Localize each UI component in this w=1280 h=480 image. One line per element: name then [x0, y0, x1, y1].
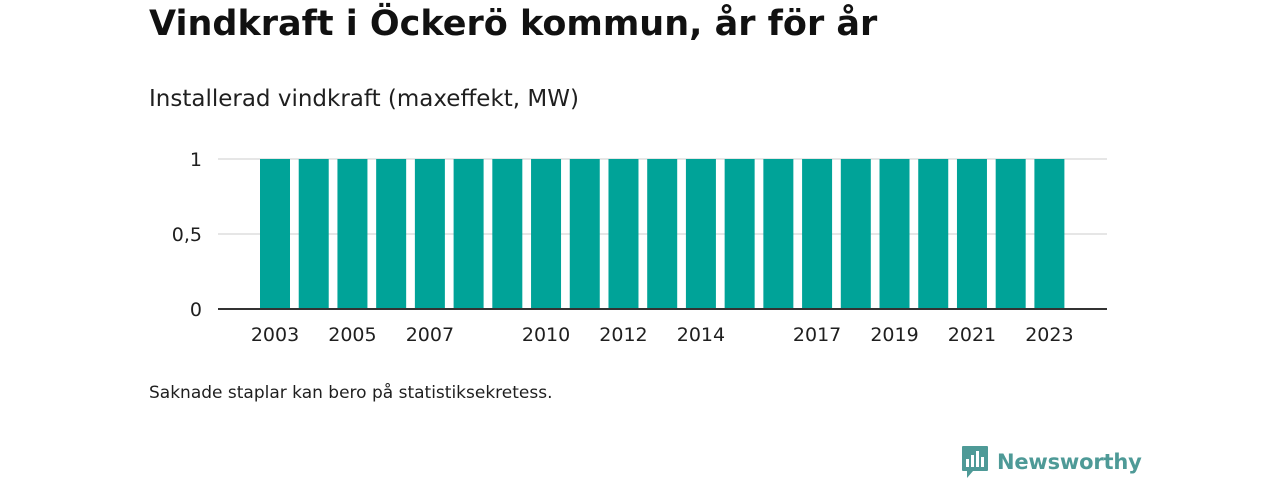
y-tick-label: 0 — [190, 299, 202, 321]
bar-2014 — [685, 159, 716, 309]
bar-2008 — [453, 159, 484, 309]
bar-2007 — [414, 159, 445, 309]
bar-2010 — [531, 159, 562, 309]
x-tick-label: 2019 — [870, 324, 918, 346]
bar-2004 — [298, 159, 329, 309]
x-tick-label: 2005 — [328, 324, 376, 346]
bar-2012 — [608, 159, 639, 309]
bar-2009 — [492, 159, 523, 309]
y-tick-label: 0,5 — [172, 224, 202, 246]
bar-2011 — [569, 159, 600, 309]
footnote: Saknade staplar kan bero på statistiksek… — [149, 383, 553, 403]
bar-2021 — [956, 159, 987, 309]
brand-logo: Newsworthy — [961, 445, 1142, 479]
bar-2013 — [647, 159, 678, 309]
chart-title: Vindkraft i Öckerö kommun, år för år — [149, 4, 878, 44]
x-tick-label: 2012 — [599, 324, 647, 346]
x-tick-label: 2017 — [793, 324, 841, 346]
x-tick-label: 2014 — [677, 324, 725, 346]
x-tick-label: 2023 — [1025, 324, 1073, 346]
bar-2005 — [337, 159, 368, 309]
bar-2006 — [376, 159, 407, 309]
y-tick-label: 1 — [190, 149, 202, 171]
x-axis-tick-labels: 2003 2005 2007 2010 2012 2014 2017 2019 2021 2023 — [251, 324, 1074, 346]
bar-2020 — [918, 159, 949, 309]
bar-2016 — [763, 159, 794, 309]
x-tick-label: 2010 — [522, 324, 570, 346]
chart-subtitle: Installerad vindkraft (maxeffekt, MW) — [149, 86, 579, 112]
bar-2015 — [724, 159, 755, 309]
bar-2023 — [1034, 159, 1065, 309]
bar-2003 — [260, 159, 290, 309]
bars — [260, 159, 1065, 309]
x-tick-label: 2007 — [406, 324, 454, 346]
x-tick-label: 2021 — [948, 324, 996, 346]
brand-name: Newsworthy — [997, 450, 1142, 474]
x-tick-label: 2003 — [251, 324, 299, 346]
bar-2018 — [840, 159, 871, 309]
bar-chart: 00,51 2003 2005 2007 2010 2012 2014 2017 2019 20… — [172, 149, 1107, 346]
newsworthy-logo-icon — [962, 446, 988, 478]
bar-2019 — [879, 159, 910, 309]
y-axis-tick-labels: 00,51 — [172, 149, 202, 321]
bar-2017 — [802, 159, 833, 309]
bar-2022 — [995, 159, 1026, 309]
